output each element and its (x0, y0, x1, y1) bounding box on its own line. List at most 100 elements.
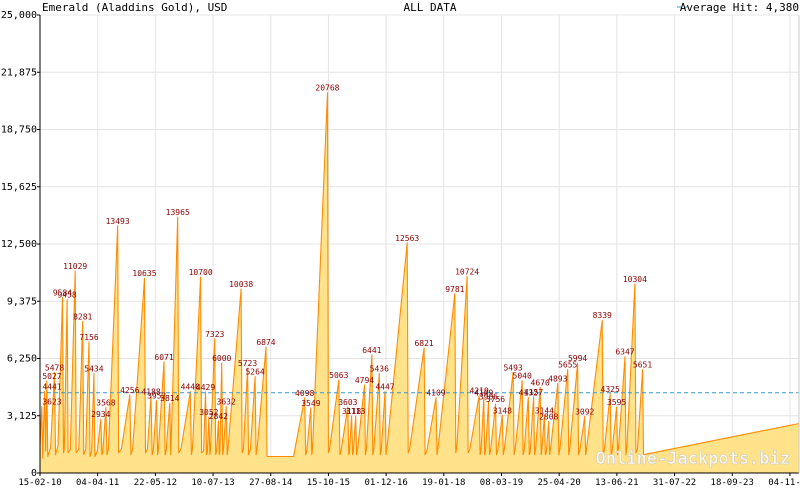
x-tick-label: 19-01-18 (422, 478, 465, 488)
data-label: 3756 (486, 395, 505, 404)
data-label: 4219 (470, 387, 489, 396)
data-label: 2808 (539, 413, 558, 422)
data-label: 5063 (329, 371, 348, 380)
data-label: 4794 (355, 376, 374, 385)
data-label: 5434 (84, 364, 103, 373)
x-tick-label: 13-06-21 (595, 478, 638, 488)
data-label: 4429 (196, 383, 215, 392)
range-label: ALL DATA (404, 1, 457, 14)
x-tick-label: 04-04-11 (76, 478, 119, 488)
data-label: 4440 (181, 383, 200, 392)
data-label: 2842 (209, 412, 228, 421)
data-label: 4188 (141, 387, 160, 396)
data-label: 3623 (42, 398, 61, 407)
data-label: 10304 (623, 275, 647, 284)
axes (37, 14, 800, 476)
legend-average-label: Average Hit: 4,380 (680, 1, 799, 14)
x-tick-label: 22-05-12 (134, 478, 177, 488)
data-label: 6821 (414, 339, 433, 348)
data-label: 4325 (601, 385, 620, 394)
data-label: 4109 (426, 389, 445, 398)
data-label: 5994 (568, 354, 587, 363)
data-label: 11029 (63, 262, 87, 271)
data-label: 5436 (370, 364, 389, 373)
data-label: 3632 (217, 397, 236, 406)
y-tick-label: 21,875 (1, 67, 37, 78)
data-label: 3603 (338, 398, 357, 407)
data-label: 4098 (295, 389, 314, 398)
data-label: 3906 (479, 392, 498, 401)
data-label: 7323 (205, 330, 224, 339)
data-label: 6000 (212, 354, 231, 363)
y-tick-label: 6,250 (7, 354, 37, 365)
data-label: 5723 (238, 359, 257, 368)
data-label: 12563 (395, 234, 419, 243)
data-label: 4132 (519, 388, 538, 397)
data-label: 3595 (607, 398, 626, 407)
data-label: 5493 (503, 363, 522, 372)
chart-title: Emerald (Aladdins Gold), USD (42, 1, 227, 14)
data-label: 20768 (315, 84, 339, 93)
y-tick-label: 9,375 (7, 296, 37, 307)
watermark: Online-Jackpots.biz (596, 449, 790, 469)
data-label: 3568 (96, 399, 115, 408)
data-label: 6347 (615, 348, 634, 357)
data-label: 3148 (493, 406, 512, 415)
x-tick-label: 31-07-22 (653, 478, 696, 488)
series-line (39, 91, 800, 459)
data-label: 5478 (45, 364, 64, 373)
data-label: 5655 (558, 360, 577, 369)
tick-labels: 0 3,125 6,250 9,375 12,500 15,625 18,750 21,875… (1, 10, 800, 488)
data-label: 4157 (524, 388, 543, 397)
data-label: 4256 (120, 386, 139, 395)
data-label: 8339 (593, 311, 612, 320)
data-label: 10635 (132, 269, 156, 278)
data-label: 5040 (513, 372, 532, 381)
y-tick-label: 18,750 (1, 125, 37, 136)
data-label: 3118 (342, 407, 361, 416)
data-label: 3052 (199, 408, 218, 417)
series-area (39, 91, 800, 473)
data-label: 5264 (245, 368, 264, 377)
y-tick-label: 15,625 (1, 182, 37, 193)
data-label: 2934 (91, 410, 110, 419)
y-tick-label: 25,000 (1, 10, 37, 21)
data-label: 8281 (73, 312, 92, 321)
data-label: 9458 (57, 291, 76, 300)
y-tick-label: 3,125 (7, 411, 37, 422)
x-tick-label: 25-04-20 (537, 478, 580, 488)
y-tick-label: 0 (31, 468, 37, 479)
data-label: 6071 (154, 353, 173, 362)
x-tick-label: 04-11-24 (768, 478, 800, 488)
data-label: 5651 (633, 360, 652, 369)
data-label: 6874 (256, 338, 275, 347)
x-tick-label: 15-02-10 (18, 478, 61, 488)
x-tick-label: 18-09-23 (711, 478, 754, 488)
data-label: 13493 (106, 217, 130, 226)
data-label: 10724 (455, 268, 479, 277)
data-label: 4441 (42, 383, 61, 392)
data-label: 3092 (575, 407, 594, 416)
data-label: 10038 (229, 280, 253, 289)
series-fill (40, 92, 799, 473)
data-label: 3144 (535, 406, 554, 415)
data-label: 4670 (531, 378, 550, 387)
data-label: 7156 (79, 333, 98, 342)
x-tick-label: 08-03-19 (480, 478, 523, 488)
data-label: 4447 (375, 383, 394, 392)
data-label: 3549 (301, 399, 320, 408)
data-label: 4893 (548, 374, 567, 383)
x-tick-label: 15-10-15 (307, 478, 350, 488)
data-label: 3113 (346, 407, 365, 416)
data-label: 10700 (189, 268, 213, 277)
data-label: 5027 (42, 372, 61, 381)
data-label: 13965 (166, 208, 190, 217)
y-tick-label: 12,500 (1, 239, 37, 250)
x-tick-label: 27-08-14 (249, 478, 292, 488)
data-label: 4109 (474, 389, 493, 398)
data-label: 9584 (53, 288, 72, 297)
data-label: 6441 (362, 346, 381, 355)
